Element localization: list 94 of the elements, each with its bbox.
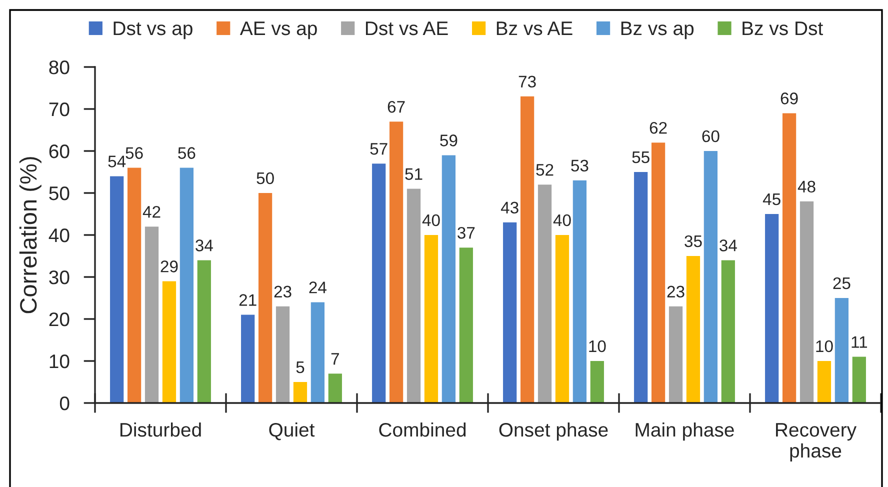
bar — [197, 260, 211, 403]
bar — [834, 298, 849, 403]
data-label: 62 — [650, 122, 667, 134]
data-label: 10 — [589, 340, 606, 352]
data-label: 52 — [536, 164, 554, 176]
bar — [127, 168, 142, 403]
bar — [389, 122, 404, 403]
data-label: 34 — [720, 240, 737, 252]
data-label: 35 — [684, 235, 702, 248]
bar — [258, 193, 272, 403]
bar — [520, 96, 534, 403]
x-tick-label: Recovery phase — [776, 423, 857, 462]
data-label: 29 — [160, 260, 178, 272]
bar — [310, 302, 325, 403]
bar — [817, 361, 832, 403]
bar — [800, 201, 814, 403]
y-axis-title: Correlation (%) — [19, 157, 42, 314]
bar — [572, 180, 587, 403]
bar — [110, 176, 124, 403]
bar — [590, 361, 604, 403]
data-label: 37 — [458, 226, 475, 239]
bar — [634, 172, 648, 403]
bar — [293, 382, 308, 403]
data-label: 53 — [571, 160, 588, 172]
data-label: 50 — [256, 172, 274, 184]
data-label: 42 — [142, 206, 160, 218]
data-label: 48 — [798, 180, 816, 193]
x-tick-label: Onset phase — [499, 422, 608, 441]
y-tick-label: 20 — [49, 312, 70, 326]
data-label: 7 — [331, 353, 339, 365]
data-label: 57 — [370, 143, 388, 155]
data-label: 11 — [852, 336, 868, 348]
bar — [668, 306, 683, 403]
data-label: 24 — [309, 282, 326, 294]
data-label: 23 — [667, 286, 684, 298]
bar — [721, 260, 735, 403]
legend-label: Bz vs AE — [496, 22, 572, 36]
data-label: 25 — [833, 277, 850, 290]
y-tick-label: 50 — [49, 186, 70, 200]
data-label: 69 — [780, 92, 798, 104]
bar — [686, 256, 700, 403]
bar — [852, 356, 866, 403]
y-tick-label: 60 — [49, 144, 70, 158]
x-tick-label: Main phase — [636, 422, 734, 441]
bar — [406, 188, 421, 403]
bar — [555, 235, 570, 403]
data-label: 45 — [762, 194, 780, 206]
y-tick-label: 80 — [49, 60, 70, 74]
data-label: 21 — [239, 294, 256, 306]
legend-label: Dst vs ap — [114, 22, 192, 40]
bar — [765, 214, 779, 403]
data-label: 51 — [405, 168, 422, 180]
legend-label: AE vs ap — [240, 22, 317, 40]
legend-label: Bz vs Dst — [742, 22, 824, 36]
bar — [328, 374, 342, 403]
bar — [144, 226, 159, 403]
bar — [704, 151, 718, 403]
y-tick-label: 30 — [49, 270, 70, 284]
bar — [782, 113, 796, 403]
data-label: 43 — [500, 202, 518, 214]
x-tick-label: Combined — [379, 422, 466, 437]
data-label: 23 — [274, 286, 292, 298]
x-tick-label: Disturbed — [120, 422, 201, 437]
bar — [442, 155, 456, 403]
data-label: 40 — [553, 214, 571, 226]
bar — [424, 235, 438, 403]
data-label: 34 — [196, 240, 213, 252]
bar — [538, 184, 552, 403]
bar — [459, 248, 473, 403]
bar — [180, 168, 194, 403]
data-label: 67 — [388, 100, 405, 113]
data-label: 56 — [178, 147, 196, 159]
bar — [276, 306, 290, 403]
data-label: 54 — [108, 156, 126, 168]
data-label: 56 — [126, 147, 143, 159]
data-label: 73 — [518, 76, 536, 88]
x-tick-label: Quiet — [269, 422, 315, 440]
legend-label: Bz vs ap — [621, 22, 694, 40]
data-label: 60 — [702, 130, 720, 142]
y-tick-label: 40 — [48, 228, 70, 242]
y-tick-label: 0 — [60, 396, 70, 410]
data-label: 10 — [816, 340, 833, 352]
data-label: 5 — [296, 362, 304, 374]
bar — [162, 281, 176, 403]
bar — [372, 164, 386, 403]
legend-label: Dst vs AE — [366, 22, 448, 36]
y-tick-label: 10 — [50, 354, 70, 368]
data-label: 40 — [422, 214, 440, 226]
bar — [651, 142, 666, 403]
bar — [503, 222, 517, 403]
y-tick-label: 70 — [49, 102, 70, 116]
bar — [241, 314, 255, 403]
data-label: 55 — [632, 152, 650, 164]
data-label: 59 — [440, 134, 458, 146]
